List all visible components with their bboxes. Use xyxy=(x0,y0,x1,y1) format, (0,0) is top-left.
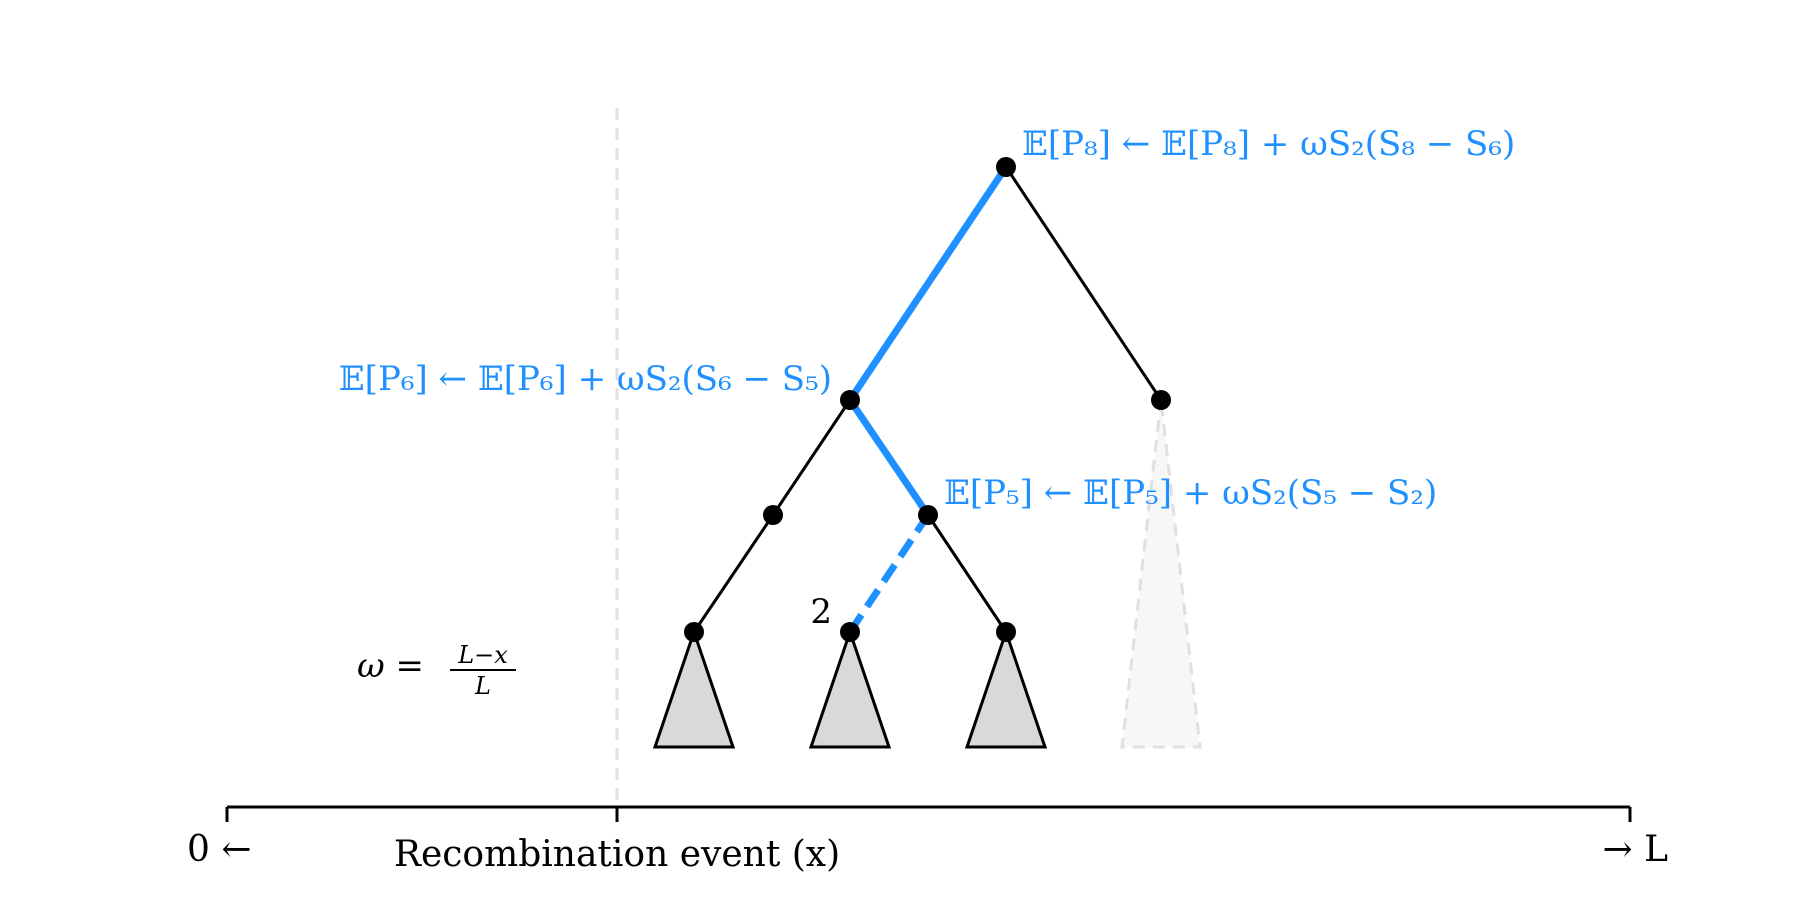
node-2 xyxy=(840,622,860,642)
axis-label-start: 0 ← xyxy=(187,829,252,870)
node-leaf-left xyxy=(684,622,704,642)
highlight-edge-root-p6 xyxy=(847,165,1009,402)
omega-formula-numerator: L−x xyxy=(457,641,508,669)
update-label-p5: 𝔼[P₅] ← 𝔼[P₅] + ωS₂(S₅ − S₂) xyxy=(944,473,1437,513)
ghost-subtree-triangle xyxy=(1120,399,1202,749)
node-2-label: 2 xyxy=(810,592,832,632)
update-label-p6: 𝔼[P₆] ← 𝔼[P₆] + ωS₂(S₆ − S₅) xyxy=(339,359,832,399)
subtree-triangle xyxy=(808,627,892,749)
edge-p6-left xyxy=(771,399,852,516)
edge-left-leaf xyxy=(692,514,775,633)
node-p6 xyxy=(840,390,860,410)
axis-label-end: → L xyxy=(1602,829,1668,870)
subtree-triangle xyxy=(964,627,1048,749)
edge-p5-right xyxy=(926,514,1008,633)
node-root-p8 xyxy=(996,157,1016,177)
node-p5 xyxy=(918,505,938,525)
highlight-dashed-edge-p5-node2 xyxy=(847,513,931,634)
node-leaf-right xyxy=(996,622,1016,642)
subtree-triangle xyxy=(652,627,736,749)
update-label-p8: 𝔼[P₈] ← 𝔼[P₈] + ωS₂(S₈ − S₆) xyxy=(1022,124,1515,164)
node-right-child xyxy=(1151,390,1171,410)
node-left-internal xyxy=(763,505,783,525)
edge-root-right xyxy=(1004,166,1163,401)
omega-formula-denominator: L xyxy=(474,672,491,700)
axis-label-event: Recombination event (x) xyxy=(394,834,840,875)
highlight-edge-p6-p5 xyxy=(847,398,931,517)
omega-formula-lhs: ω = xyxy=(357,646,424,686)
